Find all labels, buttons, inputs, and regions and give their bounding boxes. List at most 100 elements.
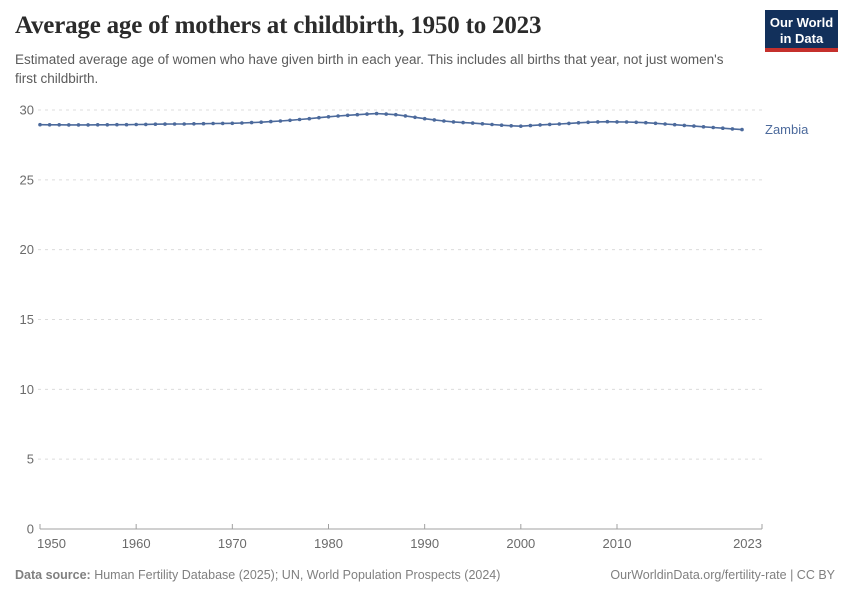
y-axis-label: 30 — [20, 103, 34, 118]
data-point[interactable] — [249, 120, 254, 125]
y-axis-label: 20 — [20, 242, 34, 257]
data-point[interactable] — [644, 120, 648, 125]
data-point[interactable] — [269, 119, 273, 124]
data-point[interactable] — [297, 117, 302, 122]
data-point[interactable] — [163, 122, 167, 126]
data-point[interactable] — [586, 120, 590, 125]
data-point[interactable] — [740, 127, 744, 132]
data-point[interactable] — [442, 119, 446, 123]
x-axis-label: 1980 — [314, 536, 343, 551]
chart-subtitle: Estimated average age of women who have … — [15, 52, 724, 86]
data-point[interactable] — [451, 120, 456, 124]
x-axis-label: 1960 — [122, 536, 151, 551]
data-point[interactable] — [490, 122, 494, 127]
data-point[interactable] — [682, 123, 687, 128]
data-point[interactable] — [76, 123, 81, 127]
data-point[interactable] — [172, 122, 177, 126]
data-point[interactable] — [259, 120, 264, 124]
data-point[interactable] — [317, 115, 321, 120]
data-point[interactable] — [672, 122, 677, 127]
data-point[interactable] — [605, 119, 610, 124]
x-axis-label: 2010 — [603, 536, 632, 551]
data-point[interactable] — [211, 121, 215, 126]
data-point[interactable] — [394, 112, 398, 117]
data-point[interactable] — [124, 122, 129, 127]
data-point[interactable] — [480, 122, 485, 126]
data-point[interactable] — [721, 126, 725, 130]
data-point[interactable] — [701, 125, 706, 129]
data-point[interactable] — [355, 112, 360, 117]
owid-logo[interactable]: Our World in Data — [765, 10, 838, 52]
data-point[interactable] — [596, 120, 600, 124]
data-point[interactable] — [182, 122, 186, 126]
data-point[interactable] — [528, 123, 533, 128]
data-point[interactable] — [730, 127, 735, 131]
y-axis-label: 0 — [27, 522, 34, 537]
data-point[interactable] — [201, 121, 206, 126]
data-point[interactable] — [240, 121, 244, 125]
data-point[interactable] — [307, 116, 312, 121]
data-point[interactable] — [47, 123, 52, 127]
attribution-link[interactable]: OurWorldinData.org/fertility-rate | CC B… — [610, 568, 835, 582]
data-source-value: Human Fertility Database (2025); UN, Wor… — [90, 568, 501, 582]
data-point[interactable] — [422, 116, 427, 121]
x-axis-label: 2023 — [733, 536, 762, 551]
data-point[interactable] — [153, 122, 158, 126]
page-title: Average age of mothers at childbirth, 19… — [15, 12, 542, 39]
x-axis-label: 2000 — [506, 536, 535, 551]
data-source-label: Data source: — [15, 568, 91, 582]
y-axis-label: 5 — [27, 452, 34, 467]
owid-logo-line1: Our World — [769, 15, 834, 30]
data-point[interactable] — [115, 122, 119, 127]
data-point[interactable] — [384, 112, 389, 116]
data-point[interactable] — [432, 118, 437, 122]
data-point[interactable] — [134, 122, 138, 127]
data-point[interactable] — [403, 114, 408, 118]
x-axis-label: 1970 — [218, 536, 247, 551]
data-point[interactable] — [519, 124, 523, 128]
y-axis-label: 15 — [20, 312, 34, 327]
data-point[interactable] — [67, 123, 71, 127]
data-point[interactable] — [576, 121, 581, 125]
data-point[interactable] — [692, 124, 696, 128]
data-point[interactable] — [653, 121, 658, 126]
data-point[interactable] — [634, 120, 638, 125]
data-point[interactable] — [499, 123, 504, 127]
data-point[interactable] — [278, 119, 283, 123]
data-point[interactable] — [374, 111, 379, 116]
data-point[interactable] — [326, 115, 331, 119]
data-point[interactable] — [567, 121, 571, 126]
y-axis-label: 25 — [20, 172, 34, 187]
data-point[interactable] — [95, 123, 100, 127]
data-point[interactable] — [509, 124, 513, 128]
data-point[interactable] — [38, 122, 42, 127]
x-axis-label: 1950 — [37, 536, 66, 551]
data-point[interactable] — [624, 120, 629, 124]
data-point[interactable] — [547, 122, 552, 127]
data-point[interactable] — [711, 125, 715, 130]
data-point[interactable] — [288, 118, 292, 123]
data-point[interactable] — [105, 123, 110, 127]
data-point[interactable] — [144, 122, 148, 127]
data-point[interactable] — [538, 123, 542, 127]
data-point[interactable] — [461, 120, 465, 125]
y-axis-label: 10 — [20, 382, 34, 397]
data-point[interactable] — [413, 115, 417, 120]
data-point[interactable] — [220, 121, 225, 126]
series-label-zambia[interactable]: Zambia — [765, 122, 809, 137]
data-point[interactable] — [557, 122, 562, 126]
data-point[interactable] — [192, 122, 196, 126]
data-point[interactable] — [230, 121, 235, 126]
data-point[interactable] — [86, 123, 90, 127]
data-point[interactable] — [663, 122, 667, 126]
data-point[interactable] — [336, 114, 340, 118]
chart-footer: Data source: Human Fertility Database (2… — [15, 568, 835, 582]
data-point[interactable] — [365, 112, 369, 116]
data-point[interactable] — [345, 113, 350, 118]
data-point[interactable] — [470, 121, 475, 125]
data-point[interactable] — [57, 123, 61, 127]
owid-logo-line2: in Data — [779, 31, 824, 46]
data-point[interactable] — [615, 120, 619, 124]
